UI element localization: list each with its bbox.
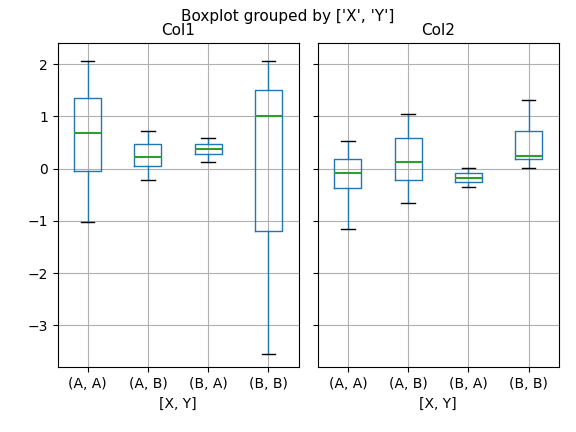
Text: Boxplot grouped by ['X', 'Y']: Boxplot grouped by ['X', 'Y']: [181, 9, 395, 24]
Title: Col2: Col2: [421, 23, 455, 38]
X-axis label: [X, Y]: [X, Y]: [159, 397, 197, 410]
Title: Col1: Col1: [161, 23, 195, 38]
X-axis label: [X, Y]: [X, Y]: [419, 397, 457, 410]
